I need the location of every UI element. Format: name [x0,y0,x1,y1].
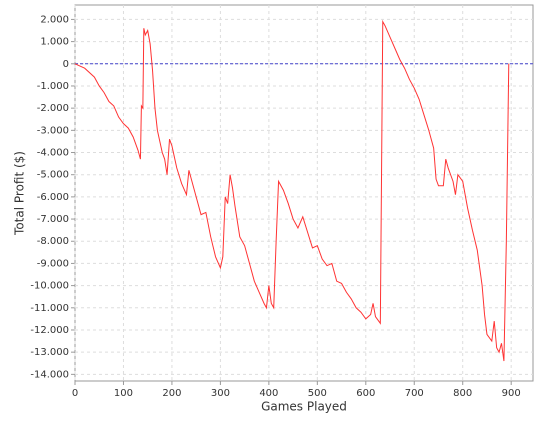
y-tick-label: -14.000 [30,369,69,380]
x-tick-label: 0 [72,388,78,399]
y-tick-label: -13.000 [30,347,69,358]
y-tick-label: -4.000 [37,148,69,159]
x-tick-label: 300 [211,388,230,399]
y-tick-label: -9.000 [37,258,69,269]
x-tick-label: 200 [162,388,181,399]
y-tick-label: -2.000 [37,103,69,114]
y-tick-label: -6.000 [37,192,69,203]
x-tick-label: 500 [308,388,327,399]
x-tick-label: 100 [114,388,133,399]
y-tick-label: -1.000 [37,81,69,92]
y-tick-label: -5.000 [37,170,69,181]
y-axis-label: Total Profit ($) [13,151,27,236]
y-tick-label: -12.000 [30,325,69,336]
plot-area [74,4,534,382]
y-tick-label: -3.000 [37,125,69,136]
y-tick-label: -11.000 [30,303,69,314]
y-tick-label: 0 [63,59,69,70]
y-tick-label: 1.000 [40,37,69,48]
x-axis-label: Games Played [261,400,347,414]
y-tick-label: -8.000 [37,236,69,247]
y-tick-label: 2.000 [40,14,69,25]
x-tick-label: 700 [405,388,424,399]
y-tick-label: -7.000 [37,214,69,225]
data-line [74,19,510,362]
y-tick-label: -10.000 [30,281,69,292]
x-tick-label: 900 [502,388,521,399]
x-tick-label: 400 [259,388,278,399]
x-tick-label: 800 [453,388,472,399]
x-tick-label: 600 [356,388,375,399]
